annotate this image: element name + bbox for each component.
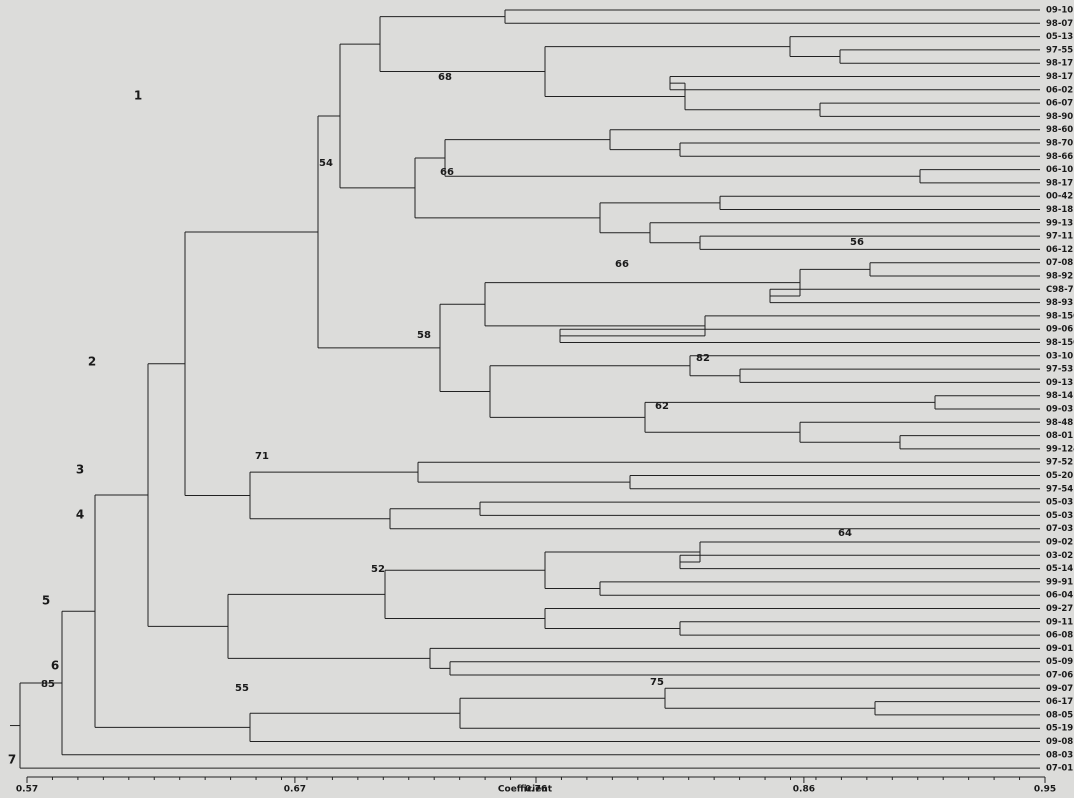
tick-label: 0.86 [793, 785, 815, 795]
cluster-label: 3 [76, 463, 84, 477]
leaf-label: 08-03 [1046, 750, 1073, 760]
leaf-label: 98-17 [1046, 178, 1073, 188]
leaf-label: 06-17 [1046, 697, 1073, 707]
leaf-label: 07-03 [1046, 524, 1073, 534]
bootstrap-value: 56 [850, 237, 864, 248]
bootstrap-value: 85 [41, 679, 55, 690]
leaf-label: 09-03 [1046, 405, 1073, 415]
tick-label: 0.95 [1034, 785, 1056, 795]
tick-label: 0.76 [525, 785, 547, 795]
leaf-label: 05-09 [1046, 657, 1073, 667]
bootstrap-value: 54 [319, 158, 333, 169]
leaf-label: 05-13 [1046, 32, 1073, 42]
tick-label: 0.67 [284, 785, 306, 795]
leaf-label: 98-150 [1046, 311, 1074, 321]
cluster-label: 1 [134, 89, 142, 103]
leaf-label: 97-53 [1046, 365, 1073, 375]
leaf-label: 09-02 [1046, 538, 1073, 548]
leaf-label: 05-03 [1046, 511, 1073, 521]
bootstrap-value: 58 [417, 330, 431, 341]
cluster-label: 7 [8, 753, 16, 767]
bootstrap-value: 52 [371, 564, 385, 575]
leaf-label: 05-19 [1046, 724, 1073, 734]
leaf-label: 09-10 [1046, 6, 1073, 16]
bootstrap-value: 66 [440, 167, 454, 178]
leaf-label: 03-10 [1046, 351, 1073, 361]
bootstrap-value: 68 [438, 72, 452, 83]
leaf-label: 97-54 [1046, 484, 1073, 494]
cluster-label: 2 [88, 355, 96, 369]
leaf-label: 07-06 [1046, 671, 1073, 681]
leaf-label: 00-42 [1046, 192, 1073, 202]
leaf-label: 98-18 [1046, 205, 1073, 215]
leaf-label: 98-93 [1046, 298, 1073, 308]
leaf-label: 05-03 [1046, 498, 1073, 508]
bootstrap-value: 66 [615, 259, 629, 270]
leaf-label: 06-08 [1046, 631, 1073, 641]
cluster-label: 5 [42, 594, 50, 608]
leaf-label: 09-27 [1046, 604, 1073, 614]
leaf-label: 05-20 [1046, 471, 1073, 481]
leaf-label: 07-01 [1046, 764, 1073, 774]
leaf-label: 08-01 [1046, 431, 1073, 441]
leaf-label: 99-124 [1046, 444, 1074, 454]
leaf-label: 06-07 [1046, 99, 1073, 109]
leaf-label: 97-55 [1046, 45, 1073, 55]
leaf-label: 09-11 [1046, 617, 1073, 627]
leaf-label: 97-11 [1046, 232, 1073, 242]
leaf-label: 07-08 [1046, 258, 1073, 268]
leaf-label: 98-17 [1046, 72, 1073, 82]
leaf-label: 06-12 [1046, 245, 1073, 255]
cluster-label: 4 [76, 508, 84, 522]
leaf-label: 09-01 [1046, 644, 1073, 654]
leaf-label: 98-60 [1046, 125, 1073, 135]
axis-title: Coefficient [498, 785, 553, 795]
leaf-label: 05-14 [1046, 564, 1073, 574]
leaf-label: 09-07 [1046, 684, 1073, 694]
cluster-label: 6 [51, 659, 59, 673]
leaf-label: 06-02 [1046, 85, 1073, 95]
bootstrap-value: 82 [696, 353, 710, 364]
bootstrap-labels: 68 54 66 56 66 58 82 62 71 64 52 55 75 8… [41, 72, 864, 694]
bootstrap-value: 71 [255, 451, 269, 462]
leaf-label: 98-66 [1046, 152, 1073, 162]
bootstrap-value: 62 [655, 401, 669, 412]
leaf-label: 09-13 [1046, 378, 1073, 388]
leaf-label: C98-75 [1046, 285, 1074, 295]
leaf-label: 98-70 [1046, 139, 1073, 149]
leaf-label: 98-90 [1046, 112, 1073, 122]
leaf-label: 97-52 [1046, 458, 1073, 468]
bootstrap-value: 64 [838, 528, 852, 539]
leaf-label: 08-05 [1046, 710, 1073, 720]
leaf-label: 98-17 [1046, 59, 1073, 69]
leaf-label: 98-150 [1046, 338, 1074, 348]
leaf-label: 98-07 [1046, 19, 1073, 29]
leaf-label: 99-91 [1046, 577, 1073, 587]
leaf-label: 06-04 [1046, 591, 1073, 601]
leaf-label: 06-10 [1046, 165, 1073, 175]
leaf-label: 99-13 [1046, 218, 1073, 228]
leaf-label: 98-14 [1046, 391, 1073, 401]
leaf-label: 09-06 [1046, 325, 1073, 335]
leaf-label: 98-92 [1046, 272, 1073, 282]
cluster-labels: 1 2 3 4 5 6 7 [8, 89, 142, 767]
leaf-label: 09-08 [1046, 737, 1073, 747]
bootstrap-value: 55 [235, 683, 249, 694]
tick-label: 0.57 [16, 785, 38, 795]
bootstrap-value: 75 [650, 677, 664, 688]
leaf-label: 03-02 [1046, 551, 1073, 561]
leaf-label: 98-48 [1046, 418, 1073, 428]
